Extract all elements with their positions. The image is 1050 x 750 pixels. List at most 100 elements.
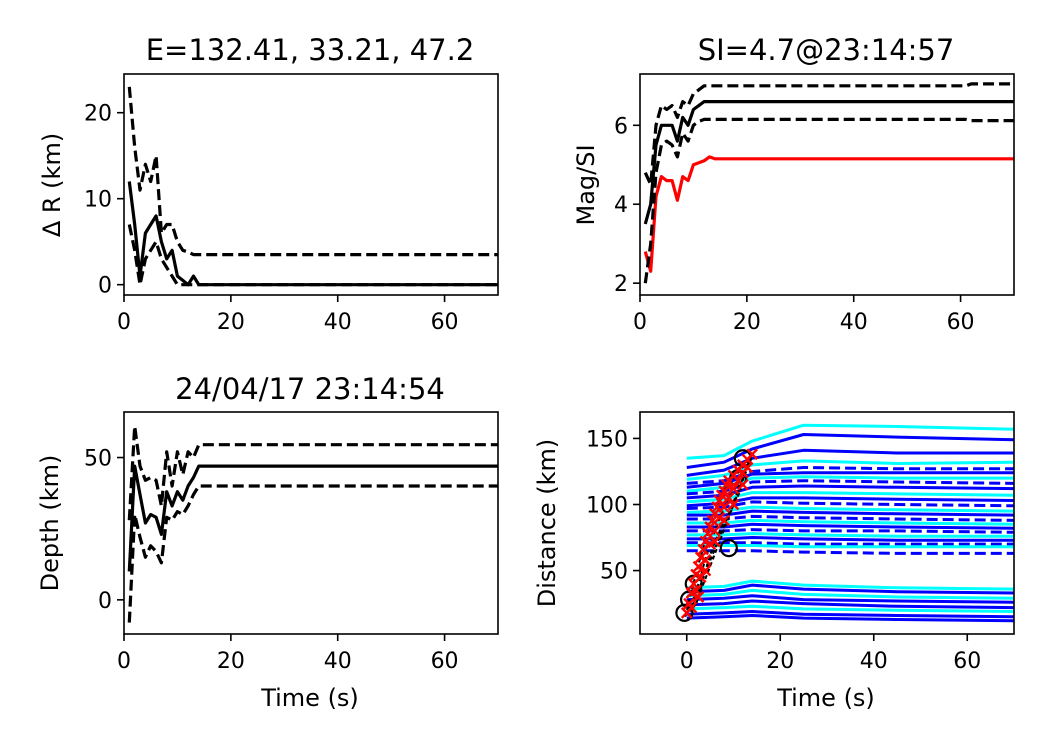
series-line-24 <box>686 583 1014 595</box>
series-line-23 <box>686 579 1014 591</box>
y-tick-label-0: 50 <box>600 560 628 585</box>
panel-magnitude: SI=4.7@23:14:57 Mag/SI 0 20 40 60 2 4 6 <box>572 33 1015 335</box>
series-line-26 <box>686 594 1014 604</box>
pick-marker-40 <box>718 514 730 527</box>
axes-frame <box>639 411 1015 635</box>
pick-marker-38 <box>699 564 712 577</box>
series-line-28 <box>686 604 1014 613</box>
plot-area <box>127 424 498 623</box>
x-tick-label-1: 20 <box>217 310 245 335</box>
axes-frame <box>639 73 1015 296</box>
pick-marker-41 <box>727 498 740 511</box>
series-line-0 <box>127 181 498 287</box>
x-tick-label-0: 0 <box>117 649 131 674</box>
panel-delta-r-ylabel: Δ R (km) <box>38 133 66 237</box>
panel-distance-ylabel: Distance (km) <box>533 439 561 608</box>
series-line-18 <box>686 532 1014 538</box>
pick-marker-26 <box>694 571 707 584</box>
panel-depth-xlabel: Time (s) <box>260 684 359 712</box>
x-tick-label-0: 0 <box>117 310 131 335</box>
x-tick-label-3: 60 <box>947 310 975 335</box>
series-line-27 <box>686 599 1014 610</box>
series-line-20 <box>686 541 1014 546</box>
series-line-2 <box>686 448 1014 477</box>
pick-marker-39 <box>708 535 721 548</box>
station-circle-3 <box>719 539 738 558</box>
series-line-19 <box>686 536 1014 542</box>
series-line-1 <box>127 86 498 257</box>
pick-marker-23 <box>746 448 759 461</box>
plot-area <box>675 423 1014 623</box>
pick-marker-25 <box>690 584 702 597</box>
pick-marker-33 <box>727 482 740 495</box>
y-tick-label-2: 150 <box>586 427 628 452</box>
series-line-25 <box>686 588 1014 600</box>
pick-marker-36 <box>741 461 754 474</box>
pick-marker-37 <box>692 591 705 603</box>
pick-marker-29 <box>708 525 721 537</box>
x-tick-label-0: 0 <box>680 649 694 674</box>
plot-area <box>127 86 498 287</box>
x-tick-label-3: 60 <box>431 310 459 335</box>
panel-magnitude-ylabel: Mag/SI <box>572 144 600 225</box>
panel-depth: 24/04/17 23:14:54 Depth (km) Time (s) 0 2… <box>36 372 499 712</box>
series-line-3 <box>686 459 1014 481</box>
axes-frame <box>123 73 499 296</box>
series-line-1 <box>686 433 1014 469</box>
pick-marker-16 <box>718 485 730 498</box>
series-line-0 <box>643 155 1014 273</box>
pick-marker-42 <box>737 478 749 491</box>
series-line-1 <box>643 99 1014 225</box>
series-line-14 <box>686 514 1014 522</box>
series-line-7 <box>686 479 1014 496</box>
series-line-3 <box>643 117 1014 284</box>
series-line-8 <box>686 484 1014 500</box>
series-line-2 <box>643 82 1014 187</box>
pick-marker-24 <box>685 601 698 614</box>
series-line-1 <box>127 424 498 521</box>
x-tick-label-2: 40 <box>840 310 868 335</box>
panel-distance-xlabel: Time (s) <box>776 684 875 712</box>
x-tick-label-2: 40 <box>860 649 888 674</box>
series-line-2 <box>127 484 498 623</box>
y-tick-label-0: 2 <box>614 272 628 297</box>
y-tick-label-1: 4 <box>614 193 628 218</box>
pick-marker-27 <box>699 554 712 566</box>
series-line-15 <box>686 518 1014 526</box>
panel-delta-r-title: E=132.41, 33.21, 47.2 <box>146 33 475 67</box>
x-tick-label-1: 20 <box>766 649 794 674</box>
x-tick-label-1: 20 <box>217 649 245 674</box>
pick-marker-11 <box>706 514 719 527</box>
panel-magnitude-title: SI=4.7@23:14:57 <box>698 33 955 67</box>
x-tick-label-2: 40 <box>324 310 352 335</box>
series-line-2 <box>127 224 498 287</box>
x-tick-label-2: 40 <box>324 649 352 674</box>
panel-depth-ylabel: Depth (km) <box>36 455 64 592</box>
panel-delta-r: E=132.41, 33.21, 47.2 Δ R (km) 0 20 40 60 0 1… <box>38 33 499 335</box>
x-tick-label-3: 60 <box>953 649 981 674</box>
series-line-22 <box>686 549 1014 555</box>
series-line-29 <box>686 610 1014 619</box>
axes-frame <box>123 411 499 635</box>
series-line-0 <box>127 464 498 572</box>
pick-marker-31 <box>718 501 730 513</box>
x-tick-label-0: 0 <box>633 310 647 335</box>
panel-depth-title: 24/04/17 23:14:54 <box>175 372 445 406</box>
y-tick-label-0: 0 <box>98 274 112 299</box>
series-line-0 <box>686 423 1014 460</box>
y-tick-label-0: 0 <box>98 589 112 614</box>
series-line-11 <box>686 500 1014 510</box>
x-tick-label-3: 60 <box>431 649 459 674</box>
series-line-17 <box>686 528 1014 534</box>
panel-distance: Distance (km) Time (s) 0 20 40 60 50 100 150 <box>533 411 1015 712</box>
series-line-5 <box>686 471 1014 489</box>
x-tick-label-1: 20 <box>733 310 761 335</box>
series-line-6 <box>686 475 1014 493</box>
y-tick-label-1: 10 <box>84 188 112 213</box>
plot-area <box>643 82 1014 284</box>
series-line-4 <box>686 466 1014 485</box>
series-line-30 <box>686 614 1014 623</box>
pick-marker-32 <box>722 492 735 504</box>
pick-marker-7 <box>697 543 709 556</box>
